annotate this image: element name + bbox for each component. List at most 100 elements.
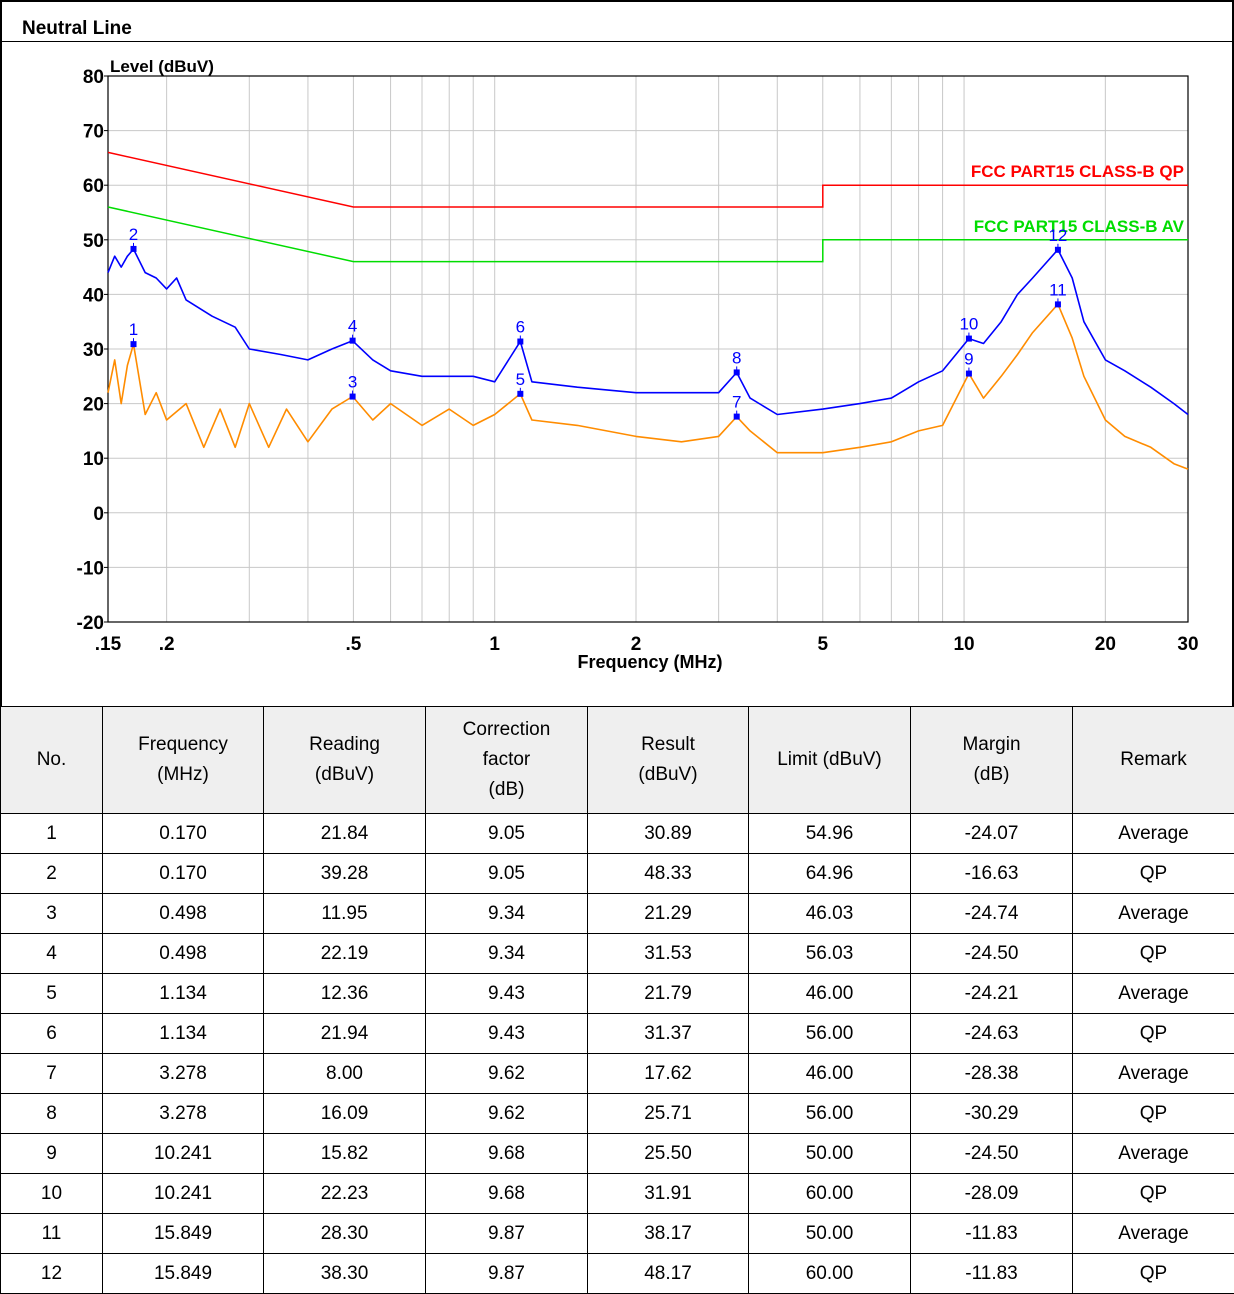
table-cell: -28.09 <box>911 1174 1073 1214</box>
table-cell: QP <box>1073 854 1234 894</box>
column-header: Result(dBuV) <box>588 707 749 814</box>
table-cell: -11.83 <box>911 1214 1073 1254</box>
table-cell: 8.00 <box>264 1054 426 1094</box>
table-cell: 10.241 <box>103 1134 264 1174</box>
table-cell: 9.05 <box>426 854 588 894</box>
column-header: No. <box>1 707 103 814</box>
table-cell: QP <box>1073 1014 1234 1054</box>
table-cell: -16.63 <box>911 854 1073 894</box>
results-table: No.Frequency(MHz)Reading(dBuV)Correction… <box>0 706 1234 1294</box>
table-cell: 21.29 <box>588 894 749 934</box>
table-cell: 6 <box>1 1014 103 1054</box>
x-tick-label: 20 <box>1095 634 1116 655</box>
y-tick-label: 40 <box>83 285 104 306</box>
marker-label: 10 <box>959 315 978 334</box>
table-cell: 12 <box>1 1254 103 1294</box>
table-cell: 9 <box>1 1134 103 1174</box>
table-cell: 5 <box>1 974 103 1014</box>
y-tick-label: 50 <box>83 231 104 252</box>
table-cell: 56.00 <box>749 1094 911 1134</box>
column-header-line: (dB) <box>911 760 1072 790</box>
table-cell: 48.17 <box>588 1254 749 1294</box>
marker-label: 5 <box>516 370 525 389</box>
table-cell: 22.23 <box>264 1174 426 1214</box>
column-header: Remark <box>1073 707 1234 814</box>
column-header: Reading(dBuV) <box>264 707 426 814</box>
table-cell: 56.03 <box>749 934 911 974</box>
column-header-line: (dBuV) <box>588 760 748 790</box>
column-header-line: Correction <box>426 715 587 745</box>
table-cell: 9.87 <box>426 1214 588 1254</box>
y-tick-label: 30 <box>83 340 104 361</box>
table-cell: 0.170 <box>103 814 264 854</box>
table-cell: -30.29 <box>911 1094 1073 1134</box>
column-header-line: Remark <box>1073 745 1234 775</box>
table-cell: 0.170 <box>103 854 264 894</box>
table-cell: QP <box>1073 1254 1234 1294</box>
x-tick-label: .15 <box>95 634 122 655</box>
table-cell: 1.134 <box>103 1014 264 1054</box>
marker-label: 11 <box>1049 280 1067 299</box>
y-tick-label: -10 <box>77 558 104 579</box>
table-cell: -24.74 <box>911 894 1073 934</box>
x-tick-label: 1 <box>489 634 500 655</box>
x-tick-label: .2 <box>159 634 175 655</box>
x-tick-label: 10 <box>953 634 974 655</box>
table-cell: 7 <box>1 1054 103 1094</box>
table-cell: 50.00 <box>749 1134 911 1174</box>
table-cell: Average <box>1073 974 1234 1014</box>
table-cell: 10 <box>1 1174 103 1214</box>
marker-label: 1 <box>129 320 138 339</box>
table-cell: 39.28 <box>264 854 426 894</box>
table-cell: 3.278 <box>103 1094 264 1134</box>
limit-line-label: FCC PART15 CLASS-B QP <box>971 162 1184 181</box>
table-cell: 31.91 <box>588 1174 749 1214</box>
y-tick-label: 20 <box>83 395 104 416</box>
table-cell: -24.50 <box>911 1134 1073 1174</box>
table-cell: 60.00 <box>749 1174 911 1214</box>
table-cell: 9.68 <box>426 1174 588 1214</box>
table-cell: -24.50 <box>911 934 1073 974</box>
y-tick-label: 80 <box>83 67 104 88</box>
table-cell: 28.30 <box>264 1214 426 1254</box>
table-cell: 9.62 <box>426 1054 588 1094</box>
table-cell: 38.30 <box>264 1254 426 1294</box>
table-cell: QP <box>1073 1174 1234 1214</box>
table-cell: 64.96 <box>749 854 911 894</box>
column-header-line: (dBuV) <box>264 760 425 790</box>
marker-label: 6 <box>516 318 525 337</box>
marker-label: 2 <box>129 225 138 244</box>
table-cell: 38.17 <box>588 1214 749 1254</box>
column-header-line: No. <box>1 745 102 775</box>
table-cell: 9.43 <box>426 1014 588 1054</box>
column-header: Frequency(MHz) <box>103 707 264 814</box>
marker-label: 12 <box>1048 226 1067 245</box>
column-header-line: Reading <box>264 730 425 760</box>
limit-line-label: FCC PART15 CLASS-B AV <box>974 217 1185 236</box>
table-cell: 9.43 <box>426 974 588 1014</box>
table-cell: -24.63 <box>911 1014 1073 1054</box>
table-cell: 2 <box>1 854 103 894</box>
table-cell: 46.00 <box>749 1054 911 1094</box>
column-header-line: (MHz) <box>103 760 263 790</box>
table-cell: 21.84 <box>264 814 426 854</box>
table-cell: -28.38 <box>911 1054 1073 1094</box>
table-cell: Average <box>1073 1214 1234 1254</box>
table-cell: 3 <box>1 894 103 934</box>
table-cell: 22.19 <box>264 934 426 974</box>
column-header-line: Margin <box>911 730 1072 760</box>
table-cell: 9.68 <box>426 1134 588 1174</box>
marker-label: 7 <box>732 393 741 412</box>
table-cell: Average <box>1073 814 1234 854</box>
table-cell: 17.62 <box>588 1054 749 1094</box>
